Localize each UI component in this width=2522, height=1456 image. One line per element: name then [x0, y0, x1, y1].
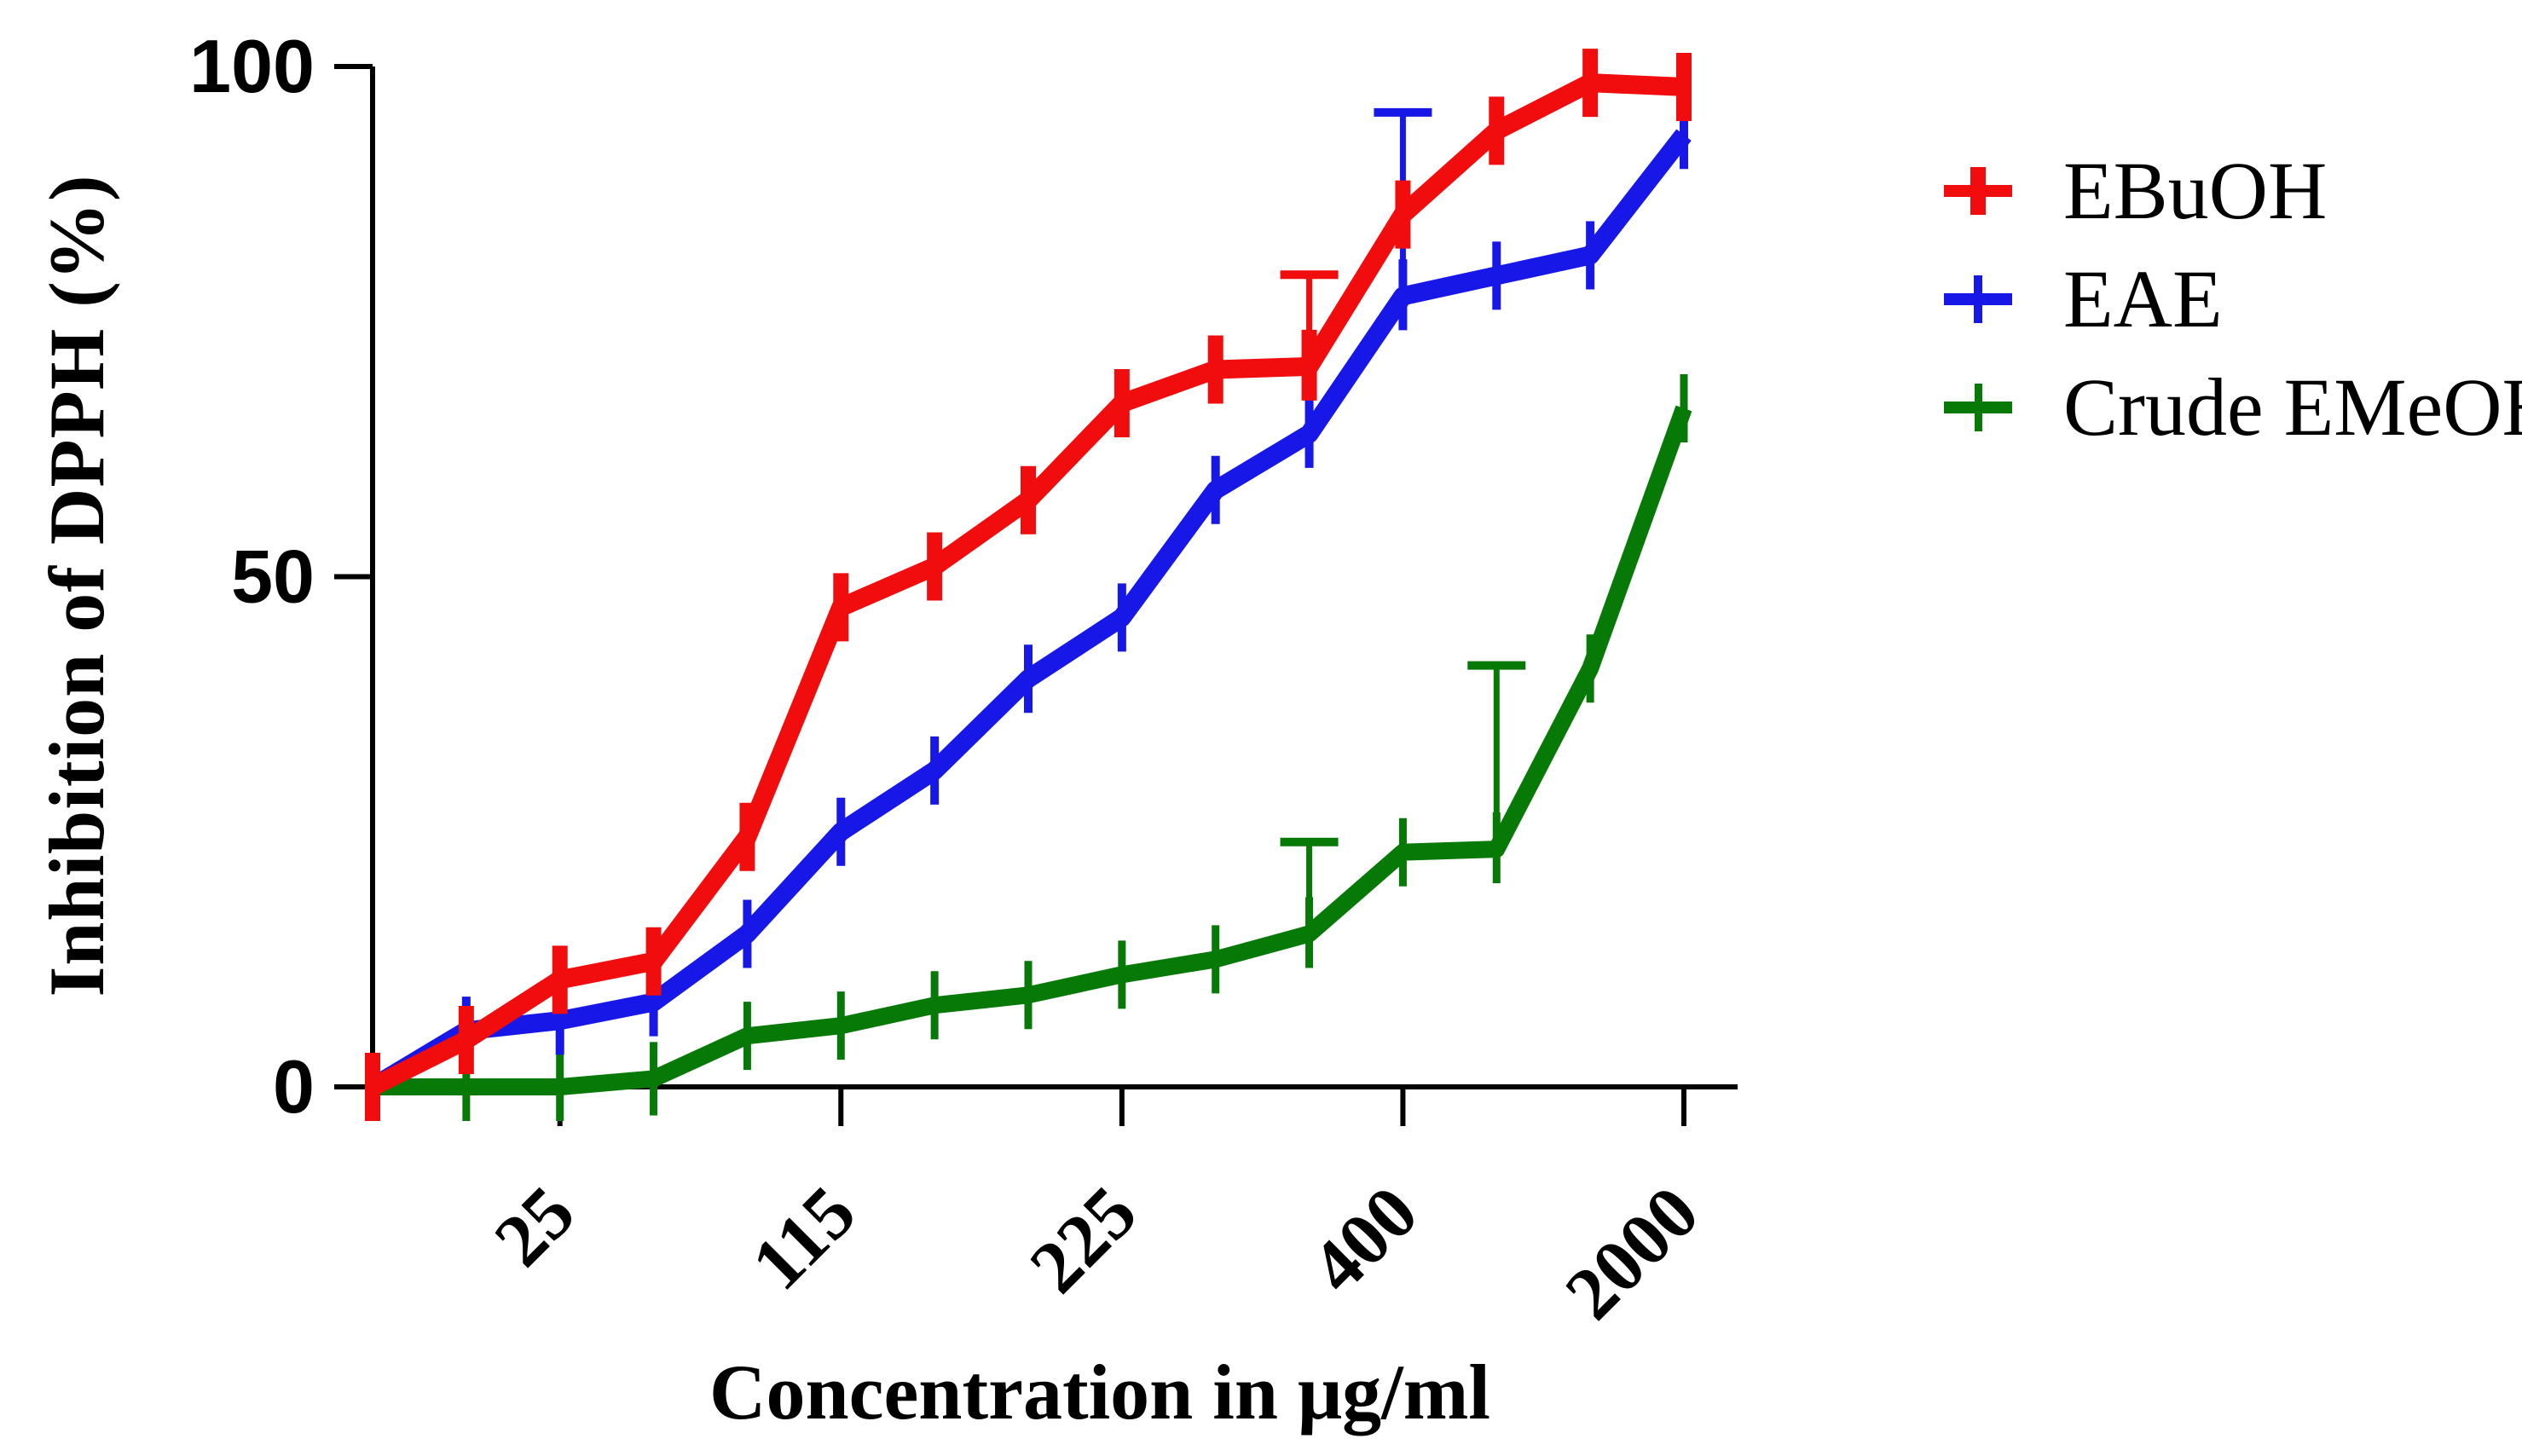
x-axis-title: Concentration in μg/ml	[709, 1349, 1490, 1436]
x-tick-label: 400	[1296, 1171, 1434, 1309]
legend-row-crude-emeoh: Crude EMeOH	[1944, 353, 2522, 461]
legend-row-ebuoh: EBuOH	[1944, 136, 2522, 245]
legend: EBuOH EAE Crude EMeOH	[1944, 136, 2522, 461]
legend-label-eae: EAE	[2063, 252, 2223, 344]
y-tick-label: 50	[231, 534, 315, 619]
crude-emeoh-legend-marker-icon	[1944, 365, 2012, 450]
series-line-ebuoh	[368, 73, 1685, 1095]
legend-label-ebuoh: EBuOH	[2063, 144, 2328, 236]
x-tick-label: 25	[479, 1171, 591, 1283]
x-tick-label: 225	[1015, 1171, 1153, 1309]
legend-row-eae: EAE	[1944, 245, 2522, 353]
ebuoh-legend-marker-icon	[1944, 148, 2012, 234]
eae-legend-marker-icon	[1944, 257, 2012, 342]
legend-label-crude-emeoh: Crude EMeOH	[2063, 361, 2522, 453]
x-tick-label: 2000	[1550, 1171, 1715, 1336]
x-tick-label: 115	[737, 1171, 872, 1307]
y-tick-label: 100	[189, 24, 315, 108]
series-line-eae	[367, 129, 1692, 1095]
y-axis-title: Inhibition of DPPH (%)	[33, 174, 120, 997]
y-tick-label: 0	[273, 1044, 315, 1129]
